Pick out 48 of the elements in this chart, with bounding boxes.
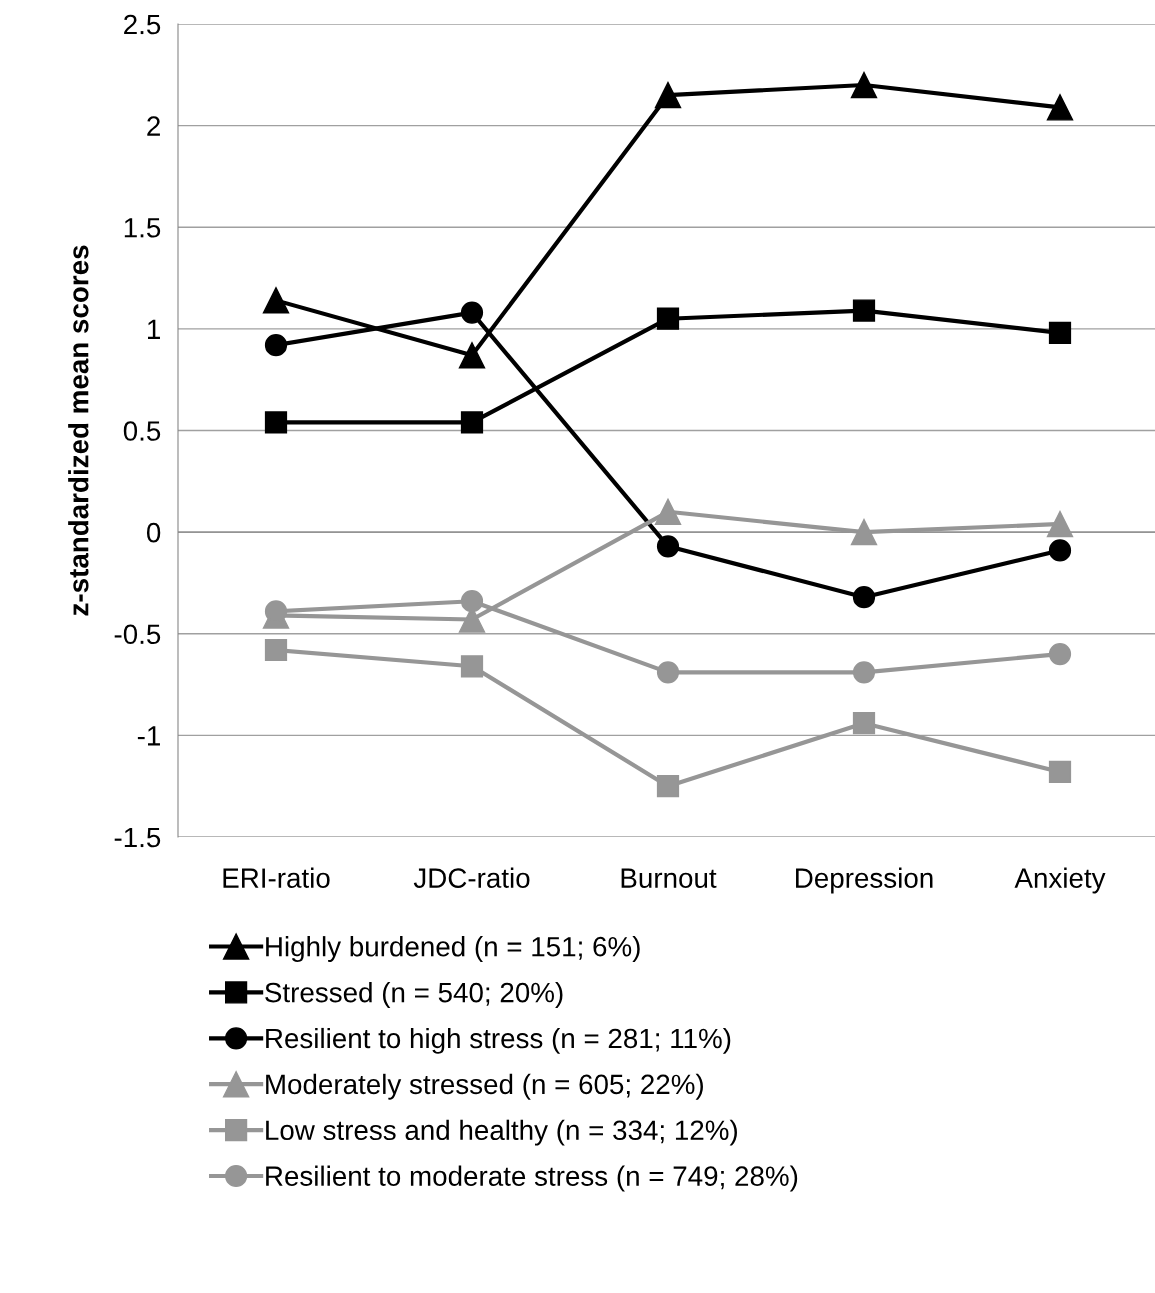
point bbox=[460, 411, 484, 434]
point bbox=[264, 638, 288, 662]
point bbox=[264, 334, 288, 357]
point bbox=[1048, 642, 1072, 666]
legend-label: Highly burdened (n = 151; 6%) bbox=[266, 936, 640, 963]
point bbox=[852, 712, 876, 735]
y-tick-label: 2.5 bbox=[124, 14, 161, 35]
point bbox=[654, 498, 682, 525]
point bbox=[852, 299, 876, 322]
point bbox=[656, 661, 680, 684]
point bbox=[656, 535, 680, 558]
point bbox=[852, 586, 876, 609]
y-tick-label: -0.5 bbox=[114, 624, 161, 645]
y-tick-label: 0 bbox=[146, 522, 161, 543]
y-axis-title: z-standardized mean scores bbox=[68, 245, 89, 616]
point bbox=[460, 655, 484, 678]
point bbox=[850, 518, 878, 546]
point bbox=[1048, 321, 1072, 345]
y-tick-label: -1 bbox=[137, 726, 160, 746]
point bbox=[1046, 94, 1074, 121]
y-tick-label: 2 bbox=[147, 116, 160, 136]
y-tick-label: 1 bbox=[148, 319, 160, 339]
point bbox=[852, 661, 876, 684]
point bbox=[656, 307, 680, 330]
y-tick-label: 1.5 bbox=[124, 218, 161, 238]
point bbox=[1048, 539, 1072, 562]
point bbox=[460, 590, 484, 613]
y-tick-label: 0.5 bbox=[123, 421, 161, 441]
legend-label: Resilient to moderate stress (n = 749; 28%) bbox=[266, 1165, 798, 1192]
point bbox=[1048, 760, 1072, 784]
point bbox=[458, 342, 486, 369]
x-tick-label: Depression bbox=[796, 867, 933, 894]
x-tick-label: Burnout bbox=[621, 868, 717, 888]
point bbox=[460, 301, 484, 324]
x-tick-label: JDC-ratio bbox=[413, 867, 530, 888]
point bbox=[262, 287, 290, 314]
legend-label: Stressed (n = 540; 20%) bbox=[265, 982, 563, 1008]
x-tick-label: ERI-ratio bbox=[223, 867, 330, 888]
point bbox=[654, 81, 682, 109]
point bbox=[1046, 510, 1074, 538]
point bbox=[850, 71, 878, 99]
point bbox=[656, 775, 680, 798]
legend-label: Resilient to high stress (n = 281; 11%) bbox=[266, 1027, 731, 1054]
point bbox=[264, 411, 288, 434]
legend-label: Moderately stressed (n = 605; 22%) bbox=[266, 1073, 703, 1100]
legend-label: Low stress and healthy (n = 334; 12%) bbox=[266, 1119, 737, 1146]
x-tick-label: Anxiety bbox=[1014, 867, 1106, 894]
y-tick-label: -1.5 bbox=[114, 827, 161, 848]
